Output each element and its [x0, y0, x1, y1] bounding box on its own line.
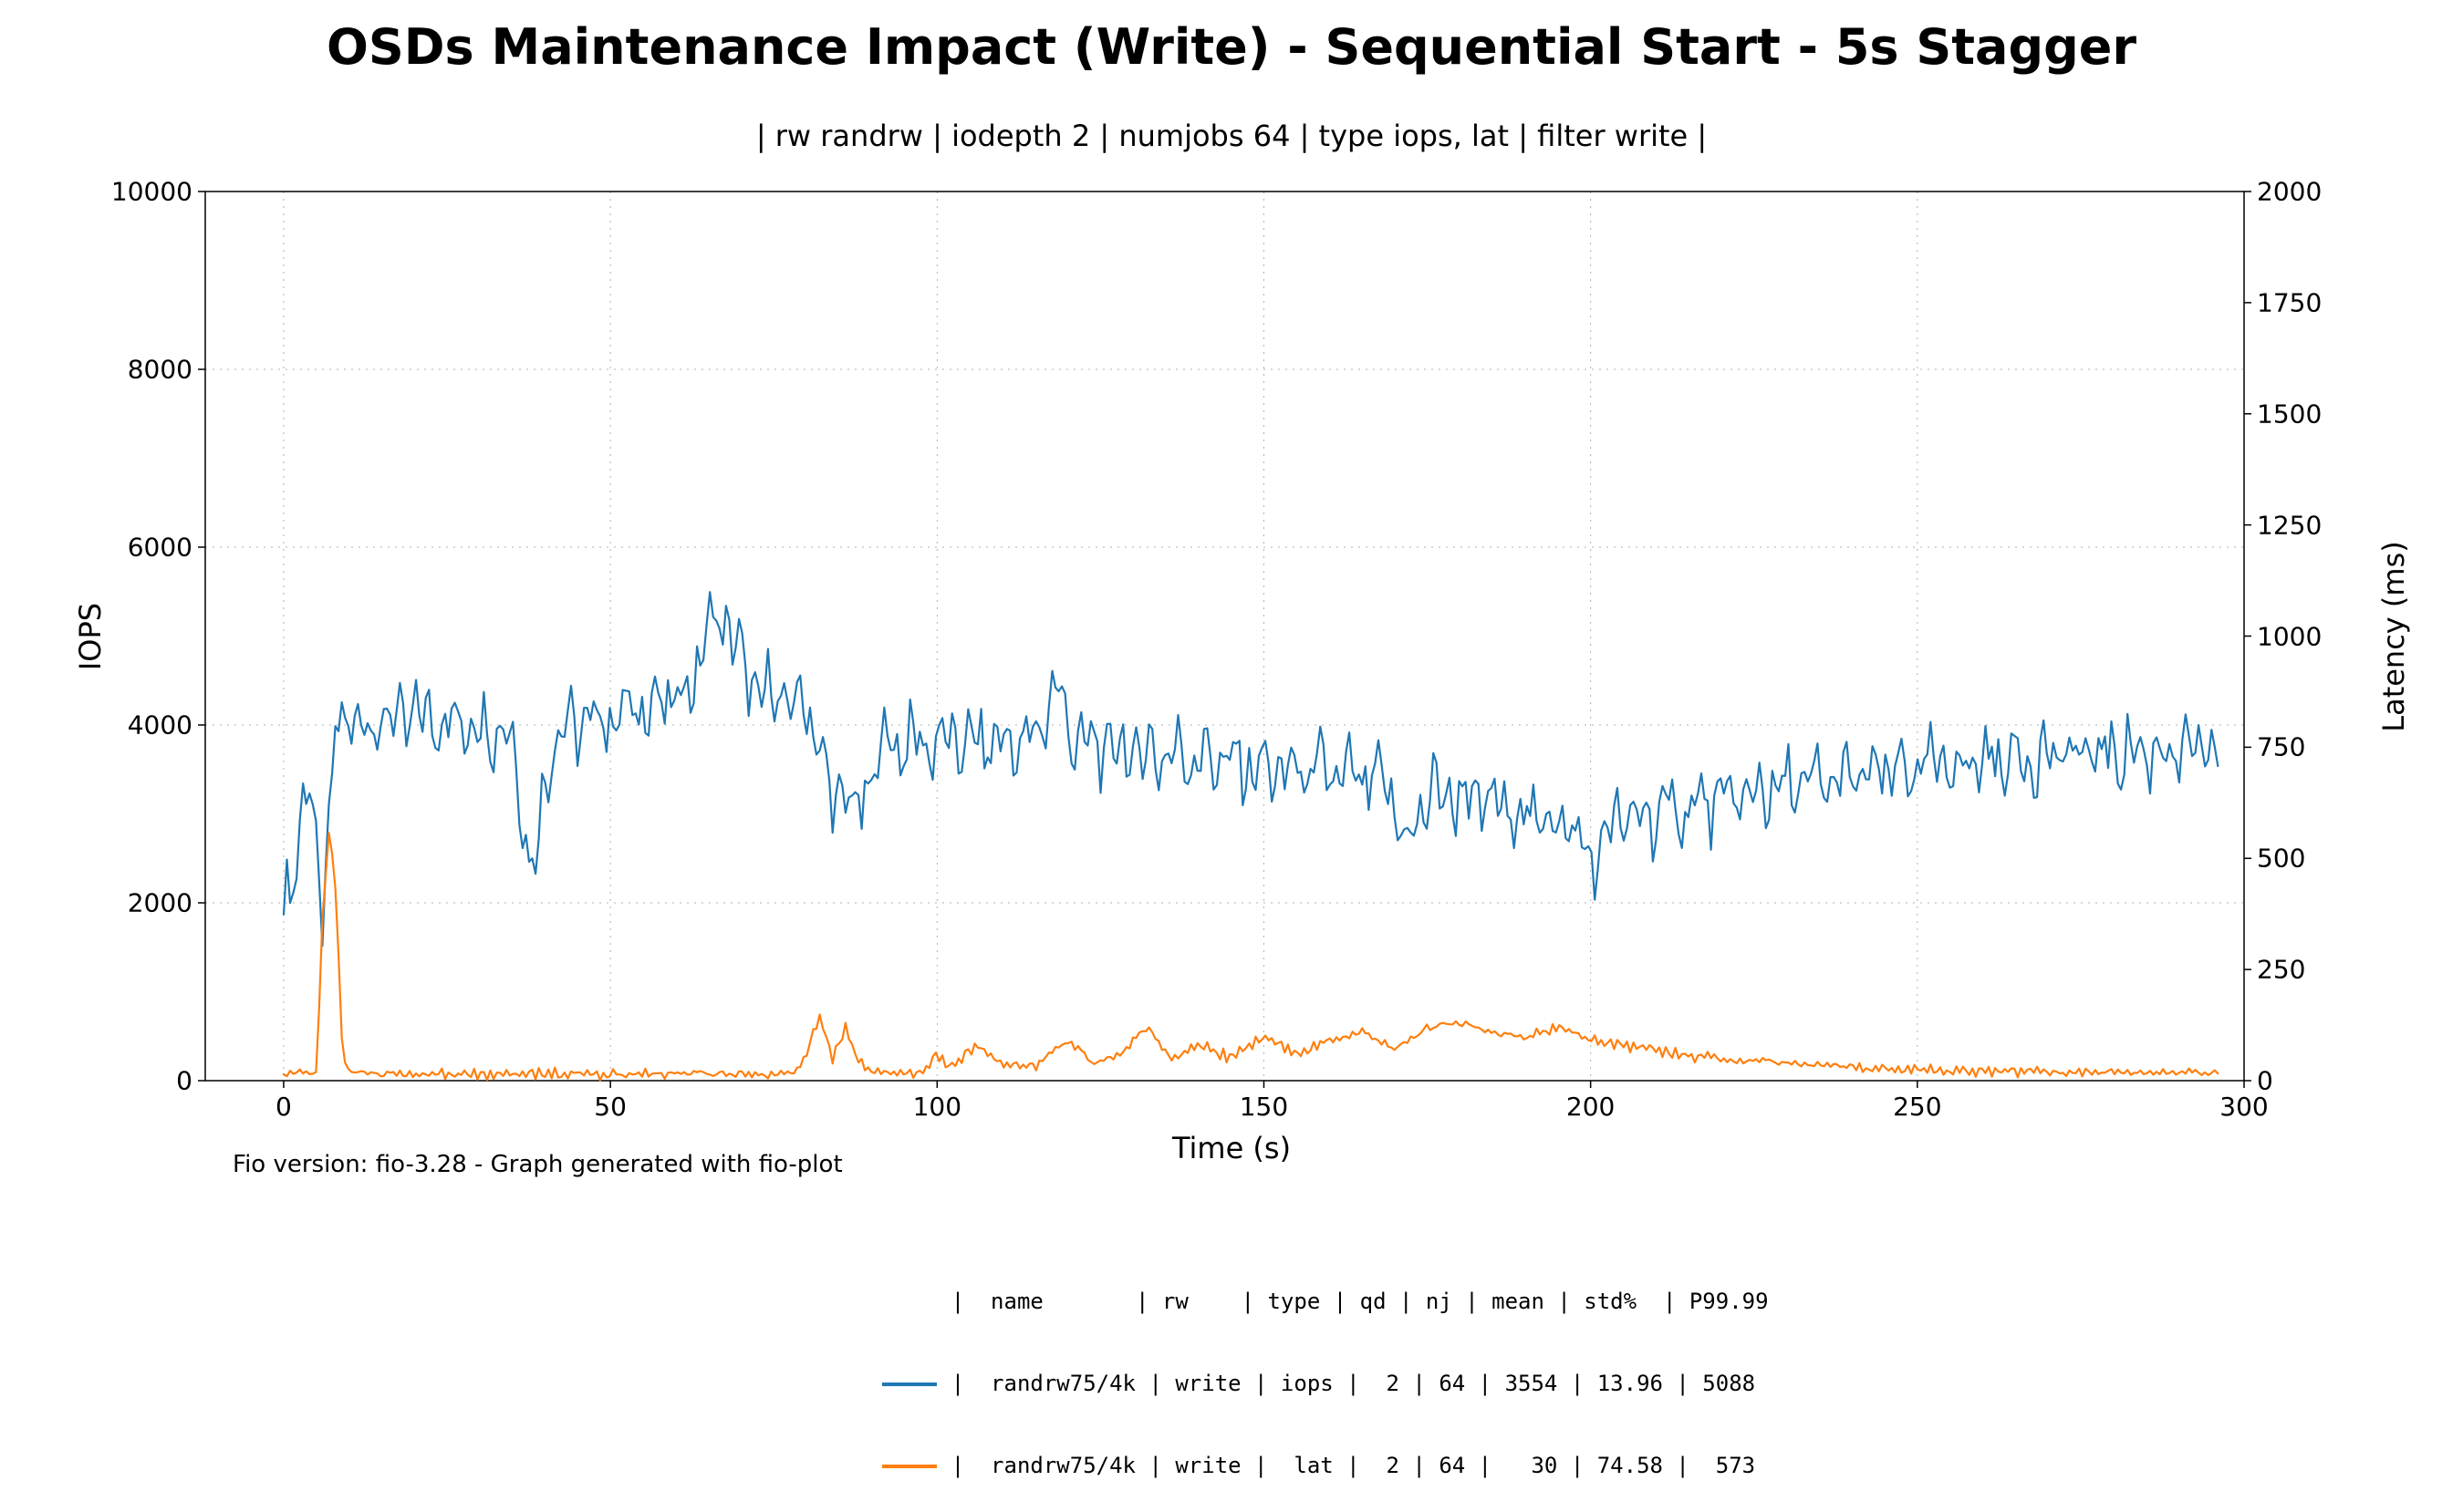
x-tick-label: 50: [594, 1092, 627, 1122]
y-right-tick-label: 250: [2257, 955, 2305, 985]
y-left-tick-label: 6000: [128, 533, 192, 563]
legend-swatch-iops: [882, 1383, 937, 1386]
y-right-tick-label: 750: [2257, 732, 2305, 762]
y-right-tick-label: 1750: [2257, 287, 2322, 317]
legend: | name | rw | type | qd | nj | mean | st…: [803, 1204, 1769, 1501]
y-left-tick-label: 4000: [128, 710, 192, 740]
y-left-tick-label: 2000: [128, 888, 192, 918]
y-axis-left-label: IOPS: [73, 545, 108, 728]
legend-swatch-lat: [882, 1465, 937, 1468]
x-tick-label: 300: [2219, 1092, 2268, 1122]
y-left-tick-label: 10000: [111, 177, 192, 207]
y-right-tick-label: 0: [2257, 1066, 2273, 1096]
y-left-tick-label: 0: [176, 1066, 192, 1096]
y-right-tick-label: 500: [2257, 844, 2305, 874]
chart-title: OSDs Maintenance Impact (Write) - Sequen…: [0, 18, 2463, 76]
series-iops: [284, 592, 2218, 946]
plot-svg: [205, 192, 2244, 1081]
series-lat: [284, 833, 2218, 1080]
y-axis-right-label: Latency (ms): [2376, 500, 2411, 773]
chart-page: OSDs Maintenance Impact (Write) - Sequen…: [0, 0, 2463, 1368]
y-right-tick-label: 1000: [2257, 621, 2322, 651]
legend-header: | name | rw | type | qd | nj | mean | st…: [803, 1255, 1769, 1286]
chart-subtitle: | rw randrw | iodepth 2 | numjobs 64 | t…: [0, 119, 2463, 153]
legend-row-lat: | randrw75/4k | write | lat | 2 | 64 | 3…: [803, 1419, 1769, 1450]
x-tick-label: 250: [1893, 1092, 1941, 1122]
y-left-tick-label: 8000: [128, 355, 192, 385]
x-tick-label: 100: [913, 1092, 961, 1122]
x-tick-label: 0: [275, 1092, 292, 1122]
legend-text-iops: | randrw75/4k | write | iops | 2 | 64 | …: [951, 1371, 1755, 1396]
y-right-tick-label: 2000: [2257, 177, 2322, 207]
y-right-tick-label: 1250: [2257, 510, 2322, 540]
y-right-tick-label: 1500: [2257, 399, 2322, 429]
footer-note: Fio version: fio-3.28 - Graph generated …: [233, 1151, 843, 1178]
legend-header-text: | name | rw | type | qd | nj | mean | st…: [951, 1289, 1769, 1314]
x-tick-label: 150: [1240, 1092, 1288, 1122]
legend-text-lat: | randrw75/4k | write | lat | 2 | 64 | 3…: [951, 1453, 1755, 1478]
legend-row-iops: | randrw75/4k | write | iops | 2 | 64 | …: [803, 1337, 1769, 1368]
plot-area: 0501001502002503000200040006000800010000…: [205, 192, 2244, 1081]
x-tick-label: 200: [1566, 1092, 1615, 1122]
